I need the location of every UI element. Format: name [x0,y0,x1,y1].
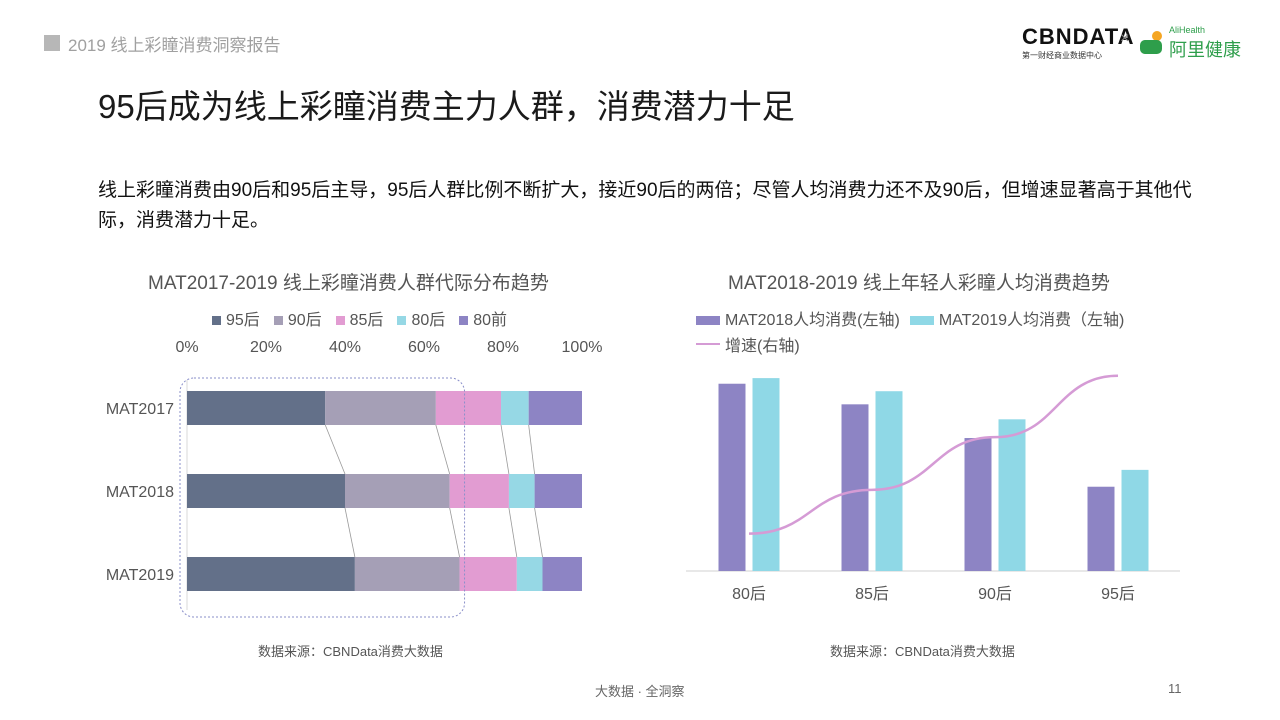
report-tag-square [44,35,60,51]
report-tag-text: 2019 线上彩瞳消费洞察报告 [68,35,281,55]
chart1-connector-line [508,507,518,558]
report-tag: 2019 线上彩瞳消费洞察报告 [44,32,281,55]
chart1-legend-swatch [397,316,407,325]
chart2-bar [1121,469,1149,571]
chart1-connector-line [344,507,356,558]
chart1-legend-label: 80后 [411,312,446,329]
chart1-source: 数据来源：CBNData消费大数据 [258,644,443,659]
cbndata-logo-subtitle: 第一财经商业数据中心 [1022,51,1102,60]
chart1-x-tick: 40% [329,339,361,356]
chart1-bar-segment [508,474,535,508]
chart1-legend: 95后 90后 85后 80后 80前 [212,306,507,330]
chart2-source: 数据来源：CBNData消费大数据 [830,644,1015,659]
chart1-bar-segment [187,391,326,425]
chart1-x-tick: 20% [250,339,282,356]
chart2-legend-bars: MAT2018人均消费(左轴) MAT2019人均消费（左轴) [696,306,1124,330]
chart2-legend-line-swatch [696,343,720,345]
chart2-bar [752,378,780,571]
chart1-legend-item: 80后 [397,306,445,330]
footer-slogan: 大数据 · 全洞察 [595,684,685,699]
chart2-bar [875,391,903,571]
chart2-category-label: 85后 [855,585,889,603]
chart1-connector-line [528,424,535,475]
chart1-connector-line [449,507,460,558]
chart1-legend-item: 80前 [459,306,507,330]
alihealth-logo-en: AliHealth [1169,25,1206,35]
chart1-highlight-box [179,377,466,618]
chart1-bar-segment [459,557,517,591]
chart1-bar-segment [345,474,450,508]
chart1-title: MAT2017-2019 线上彩瞳消费人群代际分布趋势 [148,273,549,294]
chart1-legend-item: 90后 [273,306,322,330]
chart2-bar [964,438,992,571]
page-number: 11 [1168,681,1182,696]
chart2-category-label: 95后 [1101,585,1135,603]
chart2-bar [1087,486,1115,571]
chart1-legend-label: 80前 [473,312,508,329]
chart1-bar-segment [187,474,345,508]
chart1-connector-line [435,424,451,475]
chart1-legend-swatch [335,316,345,325]
chart1-bar-segment [449,474,509,508]
chart1-category-label: MAT2017 [106,401,174,418]
logo-separator: × [1120,30,1130,47]
chart1-bar-segment [354,557,460,591]
chart2-legend-label: MAT2019人均消费（左轴) [938,312,1125,329]
summary-text: 线上彩瞳消费由90后和95后主导，95后人群比例不断扩大，接近90后的两倍；尽管… [98,180,1192,231]
chart1-category-label: MAT2019 [106,567,174,584]
chart2-plot: 80后 85后 90后 95后 [686,374,1180,603]
chart1-legend-item: 95后 [212,306,260,330]
chart2-legend-item: MAT2019人均消费（左轴) [909,306,1125,330]
chart1-legend-swatch [212,316,221,325]
chart1-x-tick: 100% [562,339,603,356]
chart1-connector-line [500,424,510,475]
chart2-category-label: 80后 [732,585,766,603]
chart2-legend-swatch [696,316,720,325]
chart1-bar-segment [187,557,355,591]
chart1-legend-label: 90后 [287,312,322,329]
cbndata-logo: CBNDATA [1022,24,1135,49]
chart2-title: MAT2018-2019 线上年轻人彩瞳人均消费趋势 [728,273,1110,294]
chart1-legend-swatch [273,316,283,325]
chart2-growth-line [748,374,1119,535]
chart1-legend-label: 85后 [349,312,384,329]
chart1-bar-segment [542,557,582,591]
logos: CBNDATA 第一财经商业数据中心 × AliHealth 阿里健康 [1020,24,1260,64]
chart2-bar [718,383,746,571]
chart1-legend-label: 95后 [226,312,260,329]
chart2-legend-item: MAT2018人均消费(左轴) [696,306,900,330]
alihealth-logo-cn: 阿里健康 [1169,40,1241,60]
page-title: 95后成为线上彩瞳消费主力人群，消费潜力十足 [98,88,795,125]
chart2-legend-swatch [909,316,934,325]
chart1-bar-segment [435,391,502,425]
chart1-bar-segment [501,391,529,425]
chart2-legend-line: 增速(右轴) [696,332,800,356]
chart1-connector-line [324,424,346,475]
chart2-bar [998,419,1026,571]
chart1-legend-item: 85后 [335,306,384,330]
alihealth-logo-icon [1140,31,1162,54]
chart1-x-tick: 80% [487,339,519,356]
chart2-bar [841,404,869,571]
chart1-plot: 0% 20% 40% 60% 80% 100% MAT2017 MAT2018 MAT2019 [106,339,603,618]
chart1-legend-swatch [459,316,469,325]
chart1-bar-segment [325,391,436,425]
chart2-legend-label: 增速(右轴) [725,338,800,355]
chart1-x-tick: 60% [408,339,440,356]
chart2-category-label: 90后 [978,585,1012,603]
chart1-category-label: MAT2018 [106,484,174,501]
chart1-bar-segment [528,391,582,425]
chart1-connector-line [534,507,543,558]
chart1-bar-segment [534,474,582,508]
chart2-legend-label: MAT2018人均消费(左轴) [725,312,900,329]
chart1-bar-segment [516,557,543,591]
chart1-x-tick: 0% [175,339,198,356]
